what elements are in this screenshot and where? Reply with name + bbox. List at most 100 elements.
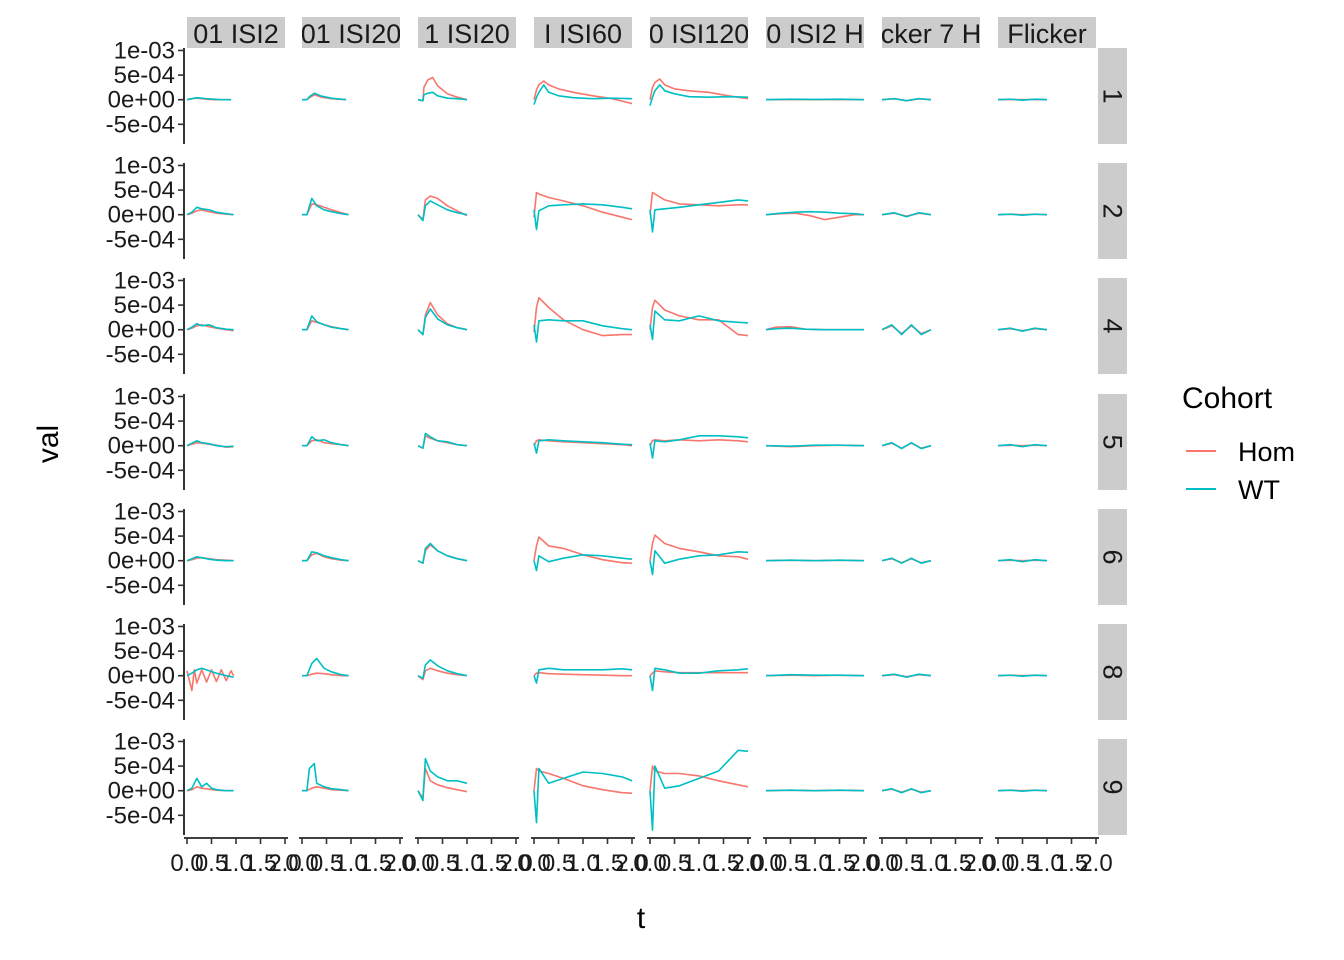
series-line-wt — [881, 97, 932, 102]
panel-r2-c6 — [881, 323, 932, 336]
panel-r0-c2 — [417, 76, 468, 102]
y-tick-label: 1e-03 — [114, 613, 175, 640]
y-tick-label: 5e-04 — [114, 753, 175, 780]
y-tick-label: 0e+00 — [108, 548, 175, 575]
x-tick-label: 1.5 — [707, 850, 740, 877]
panel-r0-c0 — [186, 96, 232, 101]
series-line-hom — [649, 191, 748, 215]
panel-r5-c2 — [417, 659, 468, 681]
y-tick-label: -5e-04 — [106, 572, 175, 599]
x-tick-label: 0.5 — [542, 850, 575, 877]
series-line-wt — [302, 762, 349, 792]
series-line-wt — [533, 767, 633, 824]
panel-r5-c1 — [302, 657, 349, 677]
y-tick-label: 5e-04 — [114, 638, 175, 665]
panel-r5-c0 — [186, 667, 235, 692]
series-line-wt — [765, 210, 865, 216]
panel-r6-c7 — [997, 789, 1048, 793]
column-strips: 01 ISI2 01 ISI20 1 ISI20 I ISI60 0 ISI120 0 I… — [187, 17, 1096, 49]
x-tick-label: 1.5 — [939, 850, 972, 877]
panel-r1-c0 — [186, 206, 234, 216]
y-tick-label: 0e+00 — [108, 433, 175, 460]
row-strip-background — [1098, 394, 1127, 490]
panel-r6-c6 — [881, 787, 932, 794]
x-tick-label: 1.5 — [591, 850, 624, 877]
panel-r4-c3 — [533, 536, 633, 572]
y-tick-label: 0e+00 — [108, 317, 175, 344]
x-tick-label: 0.5 — [426, 850, 459, 877]
series-line-wt — [533, 84, 633, 105]
series-line-wt — [533, 667, 633, 684]
x-tick-label: 1.0 — [682, 850, 715, 877]
panel-r3-c4 — [649, 434, 749, 459]
panel-r3-c5 — [765, 444, 865, 448]
panel-r5-c7 — [997, 674, 1048, 678]
series-line-hom — [533, 296, 632, 337]
x-tick-label: 1.0 — [914, 850, 947, 877]
series-line-wt — [997, 327, 1048, 333]
series-line-wt — [302, 315, 349, 331]
x-tick-label: 0.0 — [865, 850, 898, 877]
x-tick-label: 0.5 — [1006, 850, 1039, 877]
column-strip-background — [766, 17, 864, 48]
row-strip-background — [1098, 509, 1127, 605]
y-axes: 1e-035e-040e+00-5e-041e-035e-040e+00-5e-… — [106, 37, 185, 835]
series-line-wt — [186, 96, 232, 101]
column-strip-background — [187, 17, 285, 48]
x-tick-label: 2.0 — [268, 850, 301, 877]
series-line-wt — [649, 667, 749, 692]
column-strip-background — [534, 17, 632, 48]
y-tick-label: 0e+00 — [108, 778, 175, 805]
column-strip-background — [418, 17, 516, 48]
panel-r3-c7 — [997, 443, 1048, 448]
column-strip: 0 ISI120 — [650, 17, 748, 48]
y-tick-label: 1e-03 — [114, 152, 175, 179]
panel-r6-c1 — [302, 762, 349, 792]
panel-r3-c1 — [302, 435, 349, 447]
column-strip-background — [998, 17, 1096, 48]
column-strip-label: 01 ISI2 — [193, 19, 279, 49]
y-tick-label: 5e-04 — [114, 523, 175, 550]
panel-r5-c4 — [649, 667, 749, 692]
panel-r2-c2 — [417, 301, 468, 336]
panel-r2-c5 — [765, 325, 864, 331]
series-line-hom — [186, 668, 235, 692]
series-line-wt — [881, 787, 932, 794]
panel-r6-c5 — [765, 789, 865, 792]
panel-r1-c5 — [765, 210, 865, 221]
series-line-hom — [649, 438, 749, 447]
x-tick-label: 1.0 — [1030, 850, 1063, 877]
series-line-wt — [302, 197, 349, 216]
y-tick-label: 5e-04 — [114, 62, 175, 89]
column-strip-background — [650, 17, 748, 48]
y-tick-label: -5e-04 — [106, 226, 175, 253]
series-line-wt — [649, 749, 749, 831]
series-line-wt — [302, 550, 349, 562]
series-line-hom — [649, 534, 749, 561]
row-strip-label: 9 — [1098, 779, 1128, 794]
x-tick-label: 2.0 — [1079, 850, 1112, 877]
panel-r2-c7 — [997, 327, 1048, 333]
series-line-wt — [302, 92, 347, 101]
series-line-wt — [765, 327, 864, 331]
row-strip: 8 — [1098, 624, 1128, 720]
row-strip-label: 4 — [1098, 318, 1128, 333]
series-line-wt — [997, 213, 1048, 216]
panel-r1-c2 — [417, 195, 468, 222]
x-tick-label: 0.0 — [981, 850, 1014, 877]
row-strips: 1 2 4 5 6 8 9 — [1098, 48, 1128, 835]
series-line-wt — [533, 203, 633, 231]
panel-r4-c1 — [302, 550, 349, 562]
series-line-hom — [533, 671, 632, 677]
row-strip-label: 8 — [1098, 664, 1128, 679]
panel-r5-c5 — [765, 673, 865, 677]
series-line-hom — [533, 80, 633, 105]
x-tick-label: 0.5 — [310, 850, 343, 877]
panel-r4-c5 — [765, 559, 865, 562]
series-line-wt — [533, 318, 633, 343]
series-line-wt — [881, 441, 932, 450]
